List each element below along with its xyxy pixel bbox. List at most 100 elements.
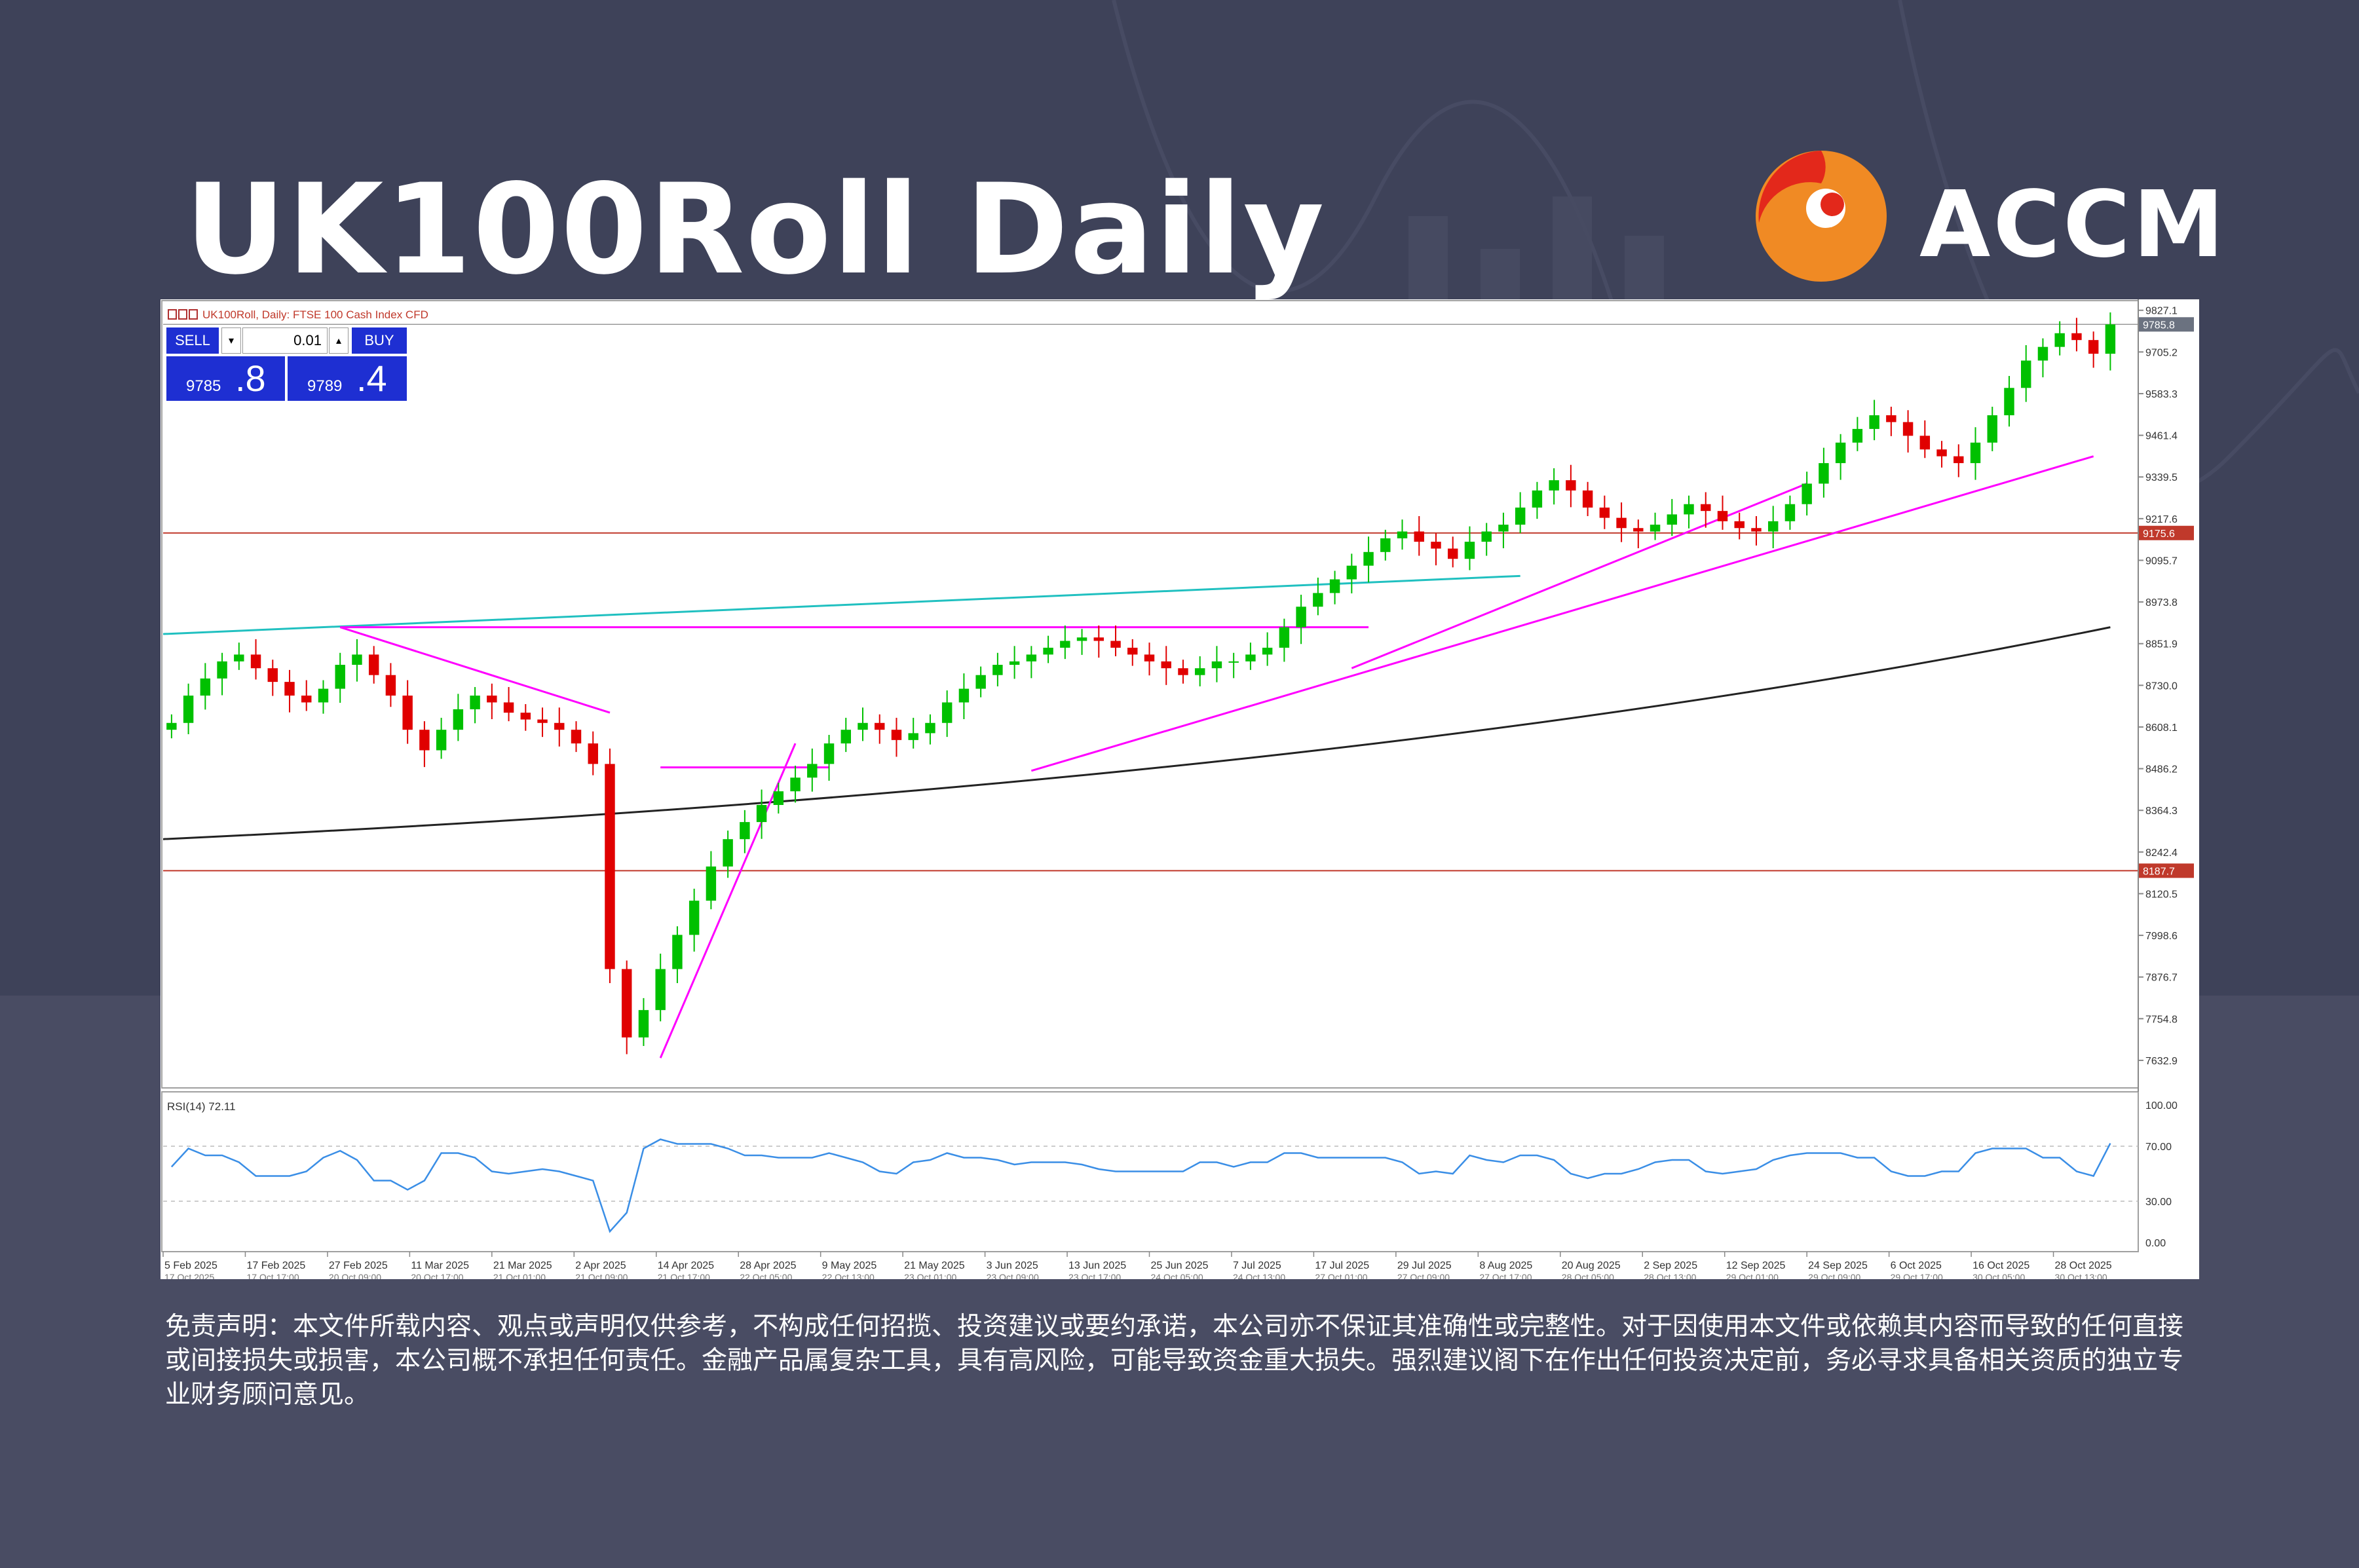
candle-body <box>436 730 447 751</box>
time-label-bottom: 17 Oct 2025 <box>164 1272 214 1279</box>
brand-name: ACCM <box>1919 172 2227 278</box>
candle-body <box>723 839 733 867</box>
candle-body <box>1987 415 1997 443</box>
sell-button[interactable]: SELL <box>166 327 219 354</box>
time-label-top: 17 Jul 2025 <box>1315 1260 1369 1271</box>
rsi-caption: RSI(14) 72.11 <box>167 1100 236 1113</box>
candle-body <box>419 730 430 751</box>
time-label-top: 28 Apr 2025 <box>740 1260 796 1271</box>
candle-body <box>183 696 194 723</box>
level-label-bg <box>2139 525 2194 540</box>
price-chart[interactable]: UK100Roll, Daily: FTSE 100 Cash Index CF… <box>160 299 2199 1279</box>
level-label: 9175.6 <box>2143 529 2175 540</box>
price-tick-label: 8120.5 <box>2145 889 2178 900</box>
candle-body <box>1650 525 1661 532</box>
price-tick-label: 9583.3 <box>2145 389 2178 400</box>
candle-body <box>1616 517 1627 529</box>
lot-input[interactable]: 0.01 <box>242 327 328 354</box>
time-label-bottom: 27 Oct 01:00 <box>1315 1272 1367 1279</box>
candle-body <box>638 1010 649 1037</box>
candle-body <box>925 722 935 734</box>
price-tick-label: 8851.9 <box>2145 639 2178 650</box>
candle-body <box>1026 654 1037 662</box>
candle-body <box>217 661 227 679</box>
candle-body <box>588 743 598 764</box>
price-tick-label: 7632.9 <box>2145 1056 2178 1067</box>
candle-body <box>773 791 784 806</box>
trend-line <box>1030 455 2094 772</box>
candle-body <box>706 866 717 901</box>
candle-body <box>1566 480 1576 491</box>
candle-body <box>1919 436 1931 450</box>
rsi-tick-label: 100.00 <box>2145 1100 2178 1111</box>
time-label-top: 6 Oct 2025 <box>1891 1260 1942 1271</box>
chart-panel[interactable]: UK100Roll, Daily: FTSE 100 Cash Index CF… <box>160 299 2199 1279</box>
chart-caption: UK100Roll, Daily: FTSE 100 Cash Index CF… <box>202 308 428 321</box>
candle-body <box>1953 456 1964 464</box>
candle-body <box>1902 422 1914 436</box>
buy-button[interactable]: BUY <box>352 327 407 354</box>
lot-down-icon[interactable]: ▾ <box>221 327 241 354</box>
candle-body <box>1481 531 1492 542</box>
candle-body <box>250 654 261 669</box>
candle-body <box>958 688 970 703</box>
sell-price-box[interactable]: 9785 .8 <box>166 356 285 401</box>
time-label-top: 16 Oct 2025 <box>1972 1260 2029 1271</box>
price-tick-label: 9095.7 <box>2145 555 2178 567</box>
candle-body <box>1380 538 1391 552</box>
candle-body <box>756 805 767 823</box>
candle-body <box>1701 504 1711 512</box>
time-label-bottom: 23 Oct 17:00 <box>1068 1272 1121 1279</box>
candle-body <box>1262 647 1273 655</box>
candle-body <box>267 668 278 682</box>
candle-body <box>992 665 1003 675</box>
one-click-trading-panel[interactable]: SELL ▾ 0.01 ▴ BUY 9785 .8 9789 .4 <box>166 327 407 401</box>
candle-body <box>975 675 986 689</box>
buy-price-big: .4 <box>356 358 387 399</box>
time-label-top: 9 May 2025 <box>822 1260 877 1271</box>
buy-price-box[interactable]: 9789 .4 <box>288 356 407 401</box>
time-label-bottom: 22 Oct 13:00 <box>822 1272 875 1279</box>
candle-body <box>1802 483 1812 504</box>
time-label-top: 17 Feb 2025 <box>246 1260 305 1271</box>
candle-body <box>740 822 750 840</box>
candle-body <box>1043 647 1053 655</box>
time-label-bottom: 27 Oct 09:00 <box>1397 1272 1450 1279</box>
candle-body <box>823 743 835 764</box>
lot-up-icon[interactable]: ▴ <box>329 327 349 354</box>
candle-body <box>689 901 700 935</box>
candle-body <box>605 764 615 969</box>
candle-body <box>1296 607 1306 627</box>
candle-body <box>284 682 295 696</box>
candle-body <box>1194 668 1205 675</box>
candle-body <box>571 730 582 744</box>
time-label-bottom: 29 Oct 01:00 <box>1726 1272 1779 1279</box>
candle-body <box>1599 507 1610 518</box>
candle-body <box>318 688 329 703</box>
time-label-bottom: 21 Oct 17:00 <box>658 1272 710 1279</box>
price-tick-label: 8242.4 <box>2145 848 2178 859</box>
candle-body <box>554 722 565 730</box>
time-label-bottom: 23 Oct 09:00 <box>987 1272 1039 1279</box>
candle-body <box>1363 551 1374 566</box>
candle-body <box>1886 415 1897 422</box>
time-label-bottom: 24 Oct 13:00 <box>1233 1272 1285 1279</box>
candle-body <box>908 733 918 740</box>
candle-body <box>1110 641 1121 648</box>
time-label-top: 25 Jun 2025 <box>1151 1260 1209 1271</box>
candle-body <box>1767 521 1779 532</box>
price-tick-label: 7754.8 <box>2145 1014 2178 1025</box>
time-label-bottom: 20 Oct 09:00 <box>329 1272 381 1279</box>
candle-body <box>621 969 632 1037</box>
candle-body <box>503 702 514 713</box>
candle-body <box>368 654 379 675</box>
candle-body <box>1717 511 1728 521</box>
candle-body <box>1784 504 1796 521</box>
time-label-top: 2 Sep 2025 <box>1644 1260 1697 1271</box>
trend-overlays <box>162 455 2111 1058</box>
time-label-bottom: 17 Oct 17:00 <box>246 1272 299 1279</box>
time-label-top: 14 Apr 2025 <box>658 1260 714 1271</box>
candle-body <box>520 713 531 720</box>
candle-body <box>807 764 818 778</box>
